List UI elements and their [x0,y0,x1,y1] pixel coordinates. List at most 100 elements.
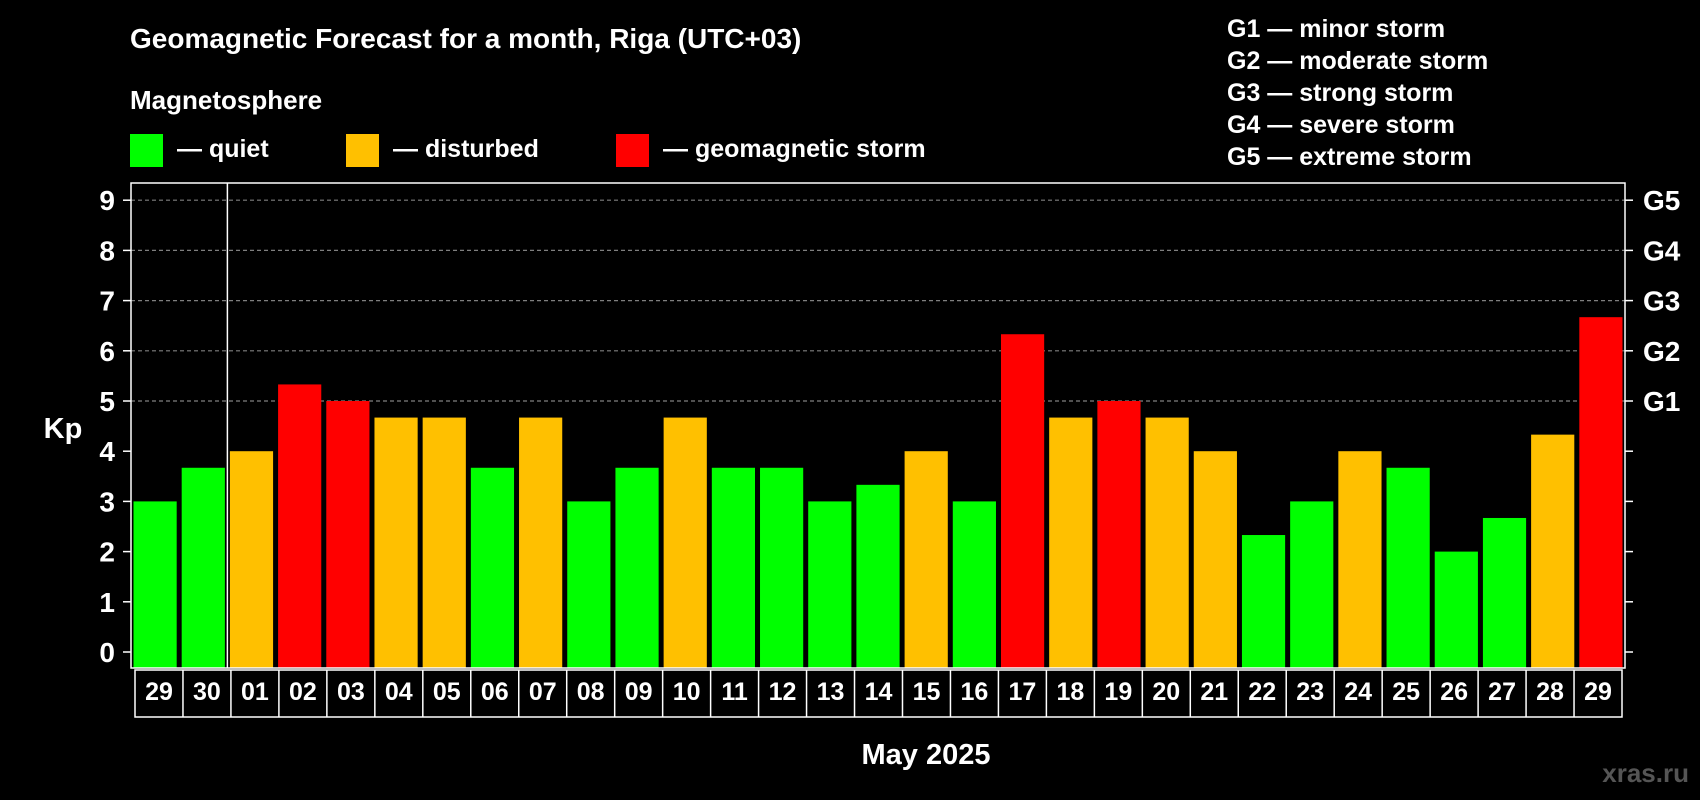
x-tick-label-08-9: 08 [577,678,605,706]
bar-24-25 [1338,451,1382,668]
bar-28-29 [1531,434,1575,668]
g-level-label-g3: G3 [1643,286,1680,317]
bar-30-1 [181,467,225,668]
y-tick-label-6: 6 [99,336,115,367]
x-tick-label-15-16: 15 [913,678,941,706]
x-tick-label-24-25: 24 [1344,678,1372,706]
bar-26-27 [1434,551,1478,668]
legend-heading: Magnetosphere [130,85,322,115]
bar-06-7 [470,467,515,668]
x-tick-label-23-24: 23 [1296,678,1324,706]
x-tick-label-20-21: 20 [1152,678,1180,706]
x-tick-label-14-15: 14 [865,678,893,706]
bar-11-12 [711,467,756,668]
day-label-frame [134,669,1623,718]
x-tick-label-18-19: 18 [1056,678,1084,706]
x-tick-label-29-30: 29 [1584,678,1612,706]
grid-lines [131,199,1625,402]
storm-scale-g3: G3 — strong storm [1227,79,1453,107]
bars [133,317,1623,668]
bar-21-22 [1193,451,1237,668]
x-tick-label-19-20: 19 [1104,678,1132,706]
y-axis: 0 1 2 3 4 5 6 7 8 9 [99,185,131,668]
plot-border [130,182,1626,669]
x-tick-label-27-28: 27 [1488,678,1516,706]
storm-scale-g4: G4 — severe storm [1227,111,1455,139]
y-tick-label-3: 3 [99,486,115,517]
bar-04-5 [374,417,418,668]
x-tick-label-29-0: 29 [145,678,173,706]
g-level-label-g1: G1 [1643,386,1680,417]
bar-27-28 [1482,517,1527,668]
x-tick-label-26-27: 26 [1440,678,1468,706]
x-tick-label-16-17: 16 [961,678,989,706]
x-tick-label-21-22: 21 [1200,678,1228,706]
bar-03-4 [326,401,370,668]
x-tick-label-06-7: 06 [481,678,509,706]
y-tick-label-7: 7 [99,286,115,317]
x-tick-label-22-23: 22 [1248,678,1276,706]
bar-18-19 [1049,417,1093,668]
x-axis-label: May 2025 [862,739,991,771]
storm-scale: G1 — minor storm G2 — moderate storm G3 … [1227,15,1488,171]
x-tick-label-30-1: 30 [193,678,221,706]
bar-23-24 [1290,501,1334,668]
chart-title: Geomagnetic Forecast for a month, Riga (… [130,23,801,54]
legend-label-storm: — geomagnetic storm [663,135,926,163]
legend-swatch-quiet [130,134,163,167]
bar-02-3 [278,384,322,668]
storm-scale-g5: G5 — extreme storm [1227,143,1472,171]
x-tick-label-01-2: 01 [241,678,269,706]
bar-22-23 [1241,535,1286,668]
bar-20-21 [1145,417,1189,668]
bar-29-30 [1579,317,1623,668]
y-tick-label-0: 0 [99,637,115,668]
bar-15-16 [904,451,948,668]
plot-frame [130,182,1626,669]
x-tick-label-11-12: 11 [721,678,748,706]
x-tick-label-02-3: 02 [289,678,317,706]
legend: — quiet — disturbed — geomagnetic storm [130,134,926,167]
x-tick-label-09-10: 09 [625,678,653,706]
g-level-label-g2: G2 [1643,336,1680,367]
storm-scale-g1: G1 — minor storm [1227,15,1445,43]
x-axis: 29 30 01 02 03 04 05 06 07 08 09 10 11 12 13 14 15 16 17 18… [134,669,1623,718]
y-tick-label-8: 8 [99,235,115,266]
bar-05-6 [422,417,466,668]
bar-10-11 [663,417,707,668]
x-tick-label-28-29: 28 [1536,678,1564,706]
x-tick-label-25-26: 25 [1392,678,1420,706]
g-level-label-g4: G4 [1643,235,1681,266]
y-axis-label: Kp [44,413,83,445]
bar-12-13 [760,467,804,668]
x-tick-label-05-6: 05 [433,678,461,706]
g-axis: G1 G2 G3 G4 G5 [1625,185,1681,653]
legend-label-disturbed: — disturbed [393,135,539,163]
bar-29-0 [133,501,177,668]
x-tick-label-07-8: 07 [529,678,557,706]
bar-07-8 [519,417,563,668]
g-level-label-g5: G5 [1643,185,1680,216]
y-tick-label-1: 1 [99,587,115,618]
bar-16-17 [952,501,996,668]
x-tick-label-10-11: 10 [673,678,701,706]
x-tick-label-12-13: 12 [769,678,797,706]
y-tick-label-4: 4 [99,436,115,467]
storm-scale-g2: G2 — moderate storm [1227,47,1488,75]
bar-09-10 [615,467,659,668]
bar-19-20 [1097,401,1141,668]
bar-13-14 [808,501,852,668]
y-tick-label-5: 5 [99,386,115,417]
x-tick-label-04-5: 04 [385,678,413,706]
legend-label-quiet: — quiet [177,135,269,163]
x-tick-label-13-14: 13 [817,678,845,706]
legend-swatch-storm [616,134,649,167]
bar-17-18 [1000,334,1045,668]
watermark: xras.ru [1602,758,1689,788]
bar-08-9 [567,501,611,668]
x-tick-label-17-18: 17 [1008,678,1036,706]
legend-swatch-disturbed [346,134,379,167]
bar-01-2 [229,451,274,668]
x-tick-label-03-4: 03 [337,678,365,706]
